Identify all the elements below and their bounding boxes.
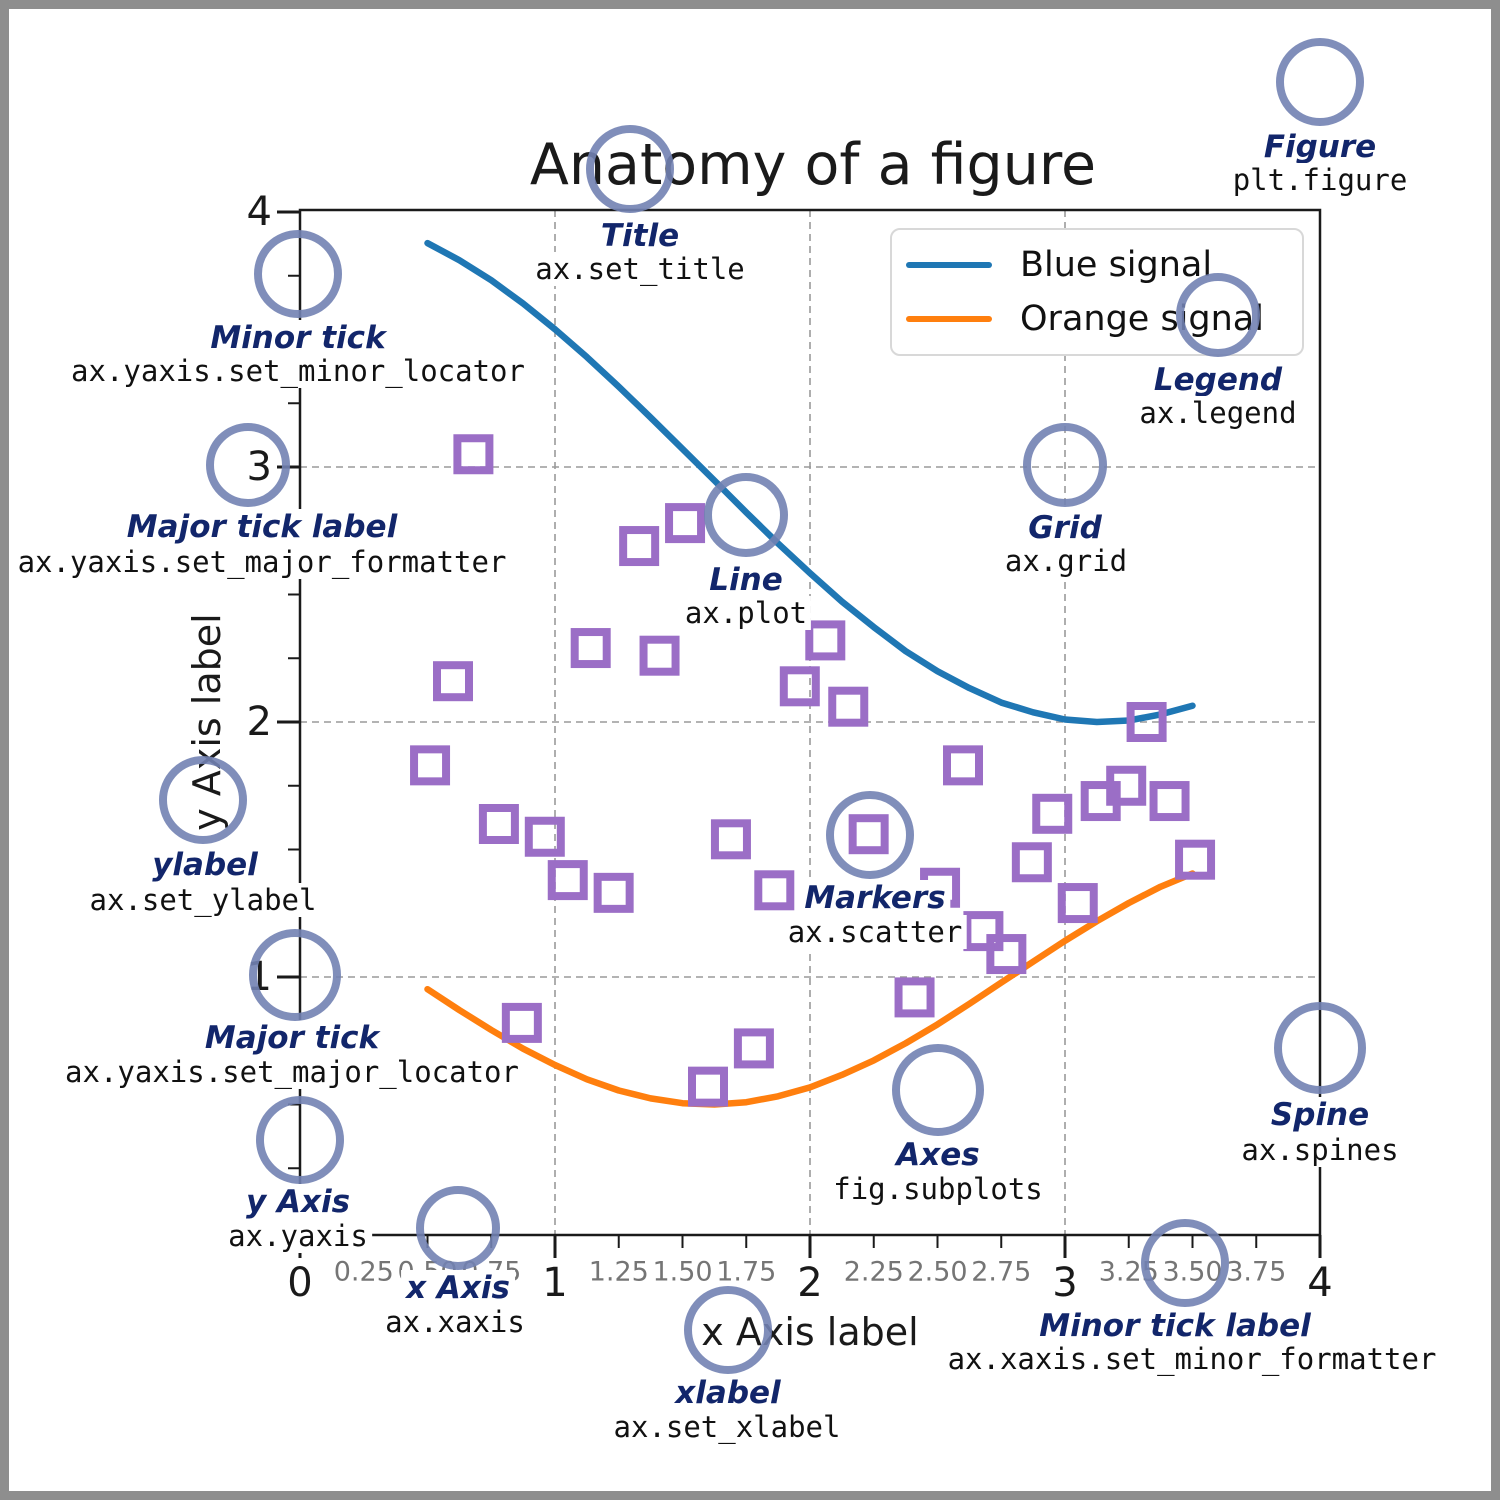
scatter-marker	[593, 872, 634, 913]
x-minor-tick-label: 2.50	[907, 1256, 968, 1288]
legend-label: Orange signal	[1020, 299, 1264, 340]
y-major-tick-label: 3	[246, 444, 272, 490]
orange-line-swatch	[906, 316, 992, 323]
legend-entry-blue: Blue signal	[892, 245, 1302, 285]
annotation-code-y-axis: ax.yaxis	[224, 1219, 372, 1253]
annotation-label-grid: Grid	[1023, 510, 1107, 546]
annotation-label-axes: Axes	[891, 1137, 985, 1173]
scatter-marker	[1126, 702, 1167, 742]
figure-title: Anatomy of a figure	[529, 132, 1097, 198]
annotation-label-minor-tick-label: Minor tick label	[1034, 1308, 1316, 1344]
scatter-marker	[665, 503, 706, 544]
annotation-code-grid: ax.grid	[1000, 544, 1132, 578]
scatter-marker	[410, 745, 451, 786]
series-line	[424, 870, 1196, 1108]
x-axis-label: x Axis label	[701, 1310, 919, 1354]
annotation-label-major-tick-label: Major tick label	[121, 509, 403, 545]
x-major-tick-label: 2	[797, 1260, 823, 1306]
x-minor-tick-label: 0.25	[333, 1256, 394, 1288]
scatter-marker	[478, 804, 519, 844]
scatter-marker	[779, 666, 820, 707]
scatter-marker	[894, 977, 935, 1018]
scatter-marker	[619, 526, 660, 567]
annotation-code-axes: fig.subplots	[829, 1172, 1047, 1206]
scatter-marker	[639, 635, 680, 676]
y-axis-label: y Axis label	[185, 613, 229, 831]
annotation-code-major-tick-label: ax.yaxis.set_major_formatter	[13, 545, 511, 579]
axes-spines	[298, 208, 1322, 1237]
scatter-marker	[986, 934, 1027, 975]
scatter-marker	[688, 1066, 728, 1107]
annotation-label-xlabel: xlabel	[670, 1375, 786, 1411]
legend-entry-orange: Orange signal	[892, 299, 1302, 339]
scatter-marker	[1011, 842, 1052, 883]
x-major-tick-label: 0	[287, 1260, 313, 1306]
scatter-marker	[524, 816, 565, 857]
annotation-label-major-tick: Major tick	[199, 1020, 385, 1056]
scatter-marker	[547, 860, 588, 901]
annotation-code-major-tick: ax.yaxis.set_major_locator	[61, 1055, 523, 1089]
legend-label: Blue signal	[1020, 244, 1213, 285]
annotation-code-minor-tick-label: ax.xaxis.set_minor_formatter	[943, 1342, 1441, 1376]
x-major-tick-label: 1	[542, 1260, 568, 1306]
x-minor-tick-label: 3.75	[1226, 1256, 1287, 1288]
annotation-label-minor-tick: Minor tick	[205, 320, 391, 356]
x-major-tick-label: 3	[1052, 1260, 1078, 1306]
scatter-marker	[1175, 839, 1216, 880]
x-minor-tick-label: 2.75	[971, 1256, 1032, 1288]
annotation-code-x-axis: ax.xaxis	[381, 1305, 529, 1339]
annotation-label-legend: Legend	[1148, 362, 1288, 398]
scatter-marker	[570, 628, 611, 669]
y-major-tick-label: 2	[246, 699, 272, 745]
x-minor-tick-label: 1.50	[652, 1256, 713, 1288]
x-major-tick-label: 4	[1307, 1260, 1333, 1306]
annotation-code-legend: ax.legend	[1135, 396, 1301, 430]
annotation-code-ylabel: ax.set_ylabel	[85, 883, 321, 917]
y-major-tick-label: 4	[246, 189, 272, 235]
scatter-marker	[453, 434, 494, 475]
scatter-marker	[501, 1002, 542, 1043]
legend-box: Blue signal Orange signal	[890, 228, 1304, 356]
scatter-marker	[433, 661, 473, 702]
scatter-marker	[805, 620, 846, 661]
annotation-label-line: Line	[704, 562, 788, 598]
series-line	[424, 239, 1196, 726]
annotation-code-xlabel: ax.set_xlabel	[609, 1410, 845, 1444]
annotation-label-ylabel: ylabel	[147, 847, 263, 883]
annotation-label-spine: Spine	[1265, 1097, 1375, 1133]
scatter-marker	[1032, 793, 1073, 834]
scatter-marker	[963, 911, 1004, 952]
blue-line-swatch	[906, 261, 992, 268]
annotation-code-spine: ax.spines	[1237, 1133, 1403, 1167]
x-minor-tick-label: 2.25	[843, 1256, 904, 1288]
scatter-marker	[1106, 765, 1147, 806]
annotation-code-minor-tick: ax.yaxis.set_minor_locator	[67, 354, 529, 388]
annotation-code-line: ax.plot	[680, 596, 812, 630]
annotation-code-title: ax.set_title	[531, 252, 749, 286]
scatter-marker	[1057, 883, 1098, 924]
y-major-tick-label: 1	[246, 954, 272, 1000]
scatter-marker	[754, 870, 795, 911]
scatter-marker	[1149, 781, 1190, 822]
x-minor-tick-label: 1.75	[716, 1256, 777, 1288]
x-minor-tick-label: 3.50	[1162, 1256, 1223, 1288]
scatter-marker	[828, 686, 869, 727]
annotation-code-markers: ax.scatter	[783, 915, 967, 949]
annotation-code-figure: plt.figure	[1228, 163, 1412, 197]
scatter-marker	[943, 745, 983, 786]
x-minor-tick-label: 3.25	[1098, 1256, 1159, 1288]
annotation-label-markers: Markers	[799, 880, 951, 916]
annotation-label-title: Title	[595, 218, 685, 254]
annotation-label-x-axis: x Axis	[401, 1270, 515, 1306]
scatter-marker	[733, 1028, 774, 1069]
annotation-label-y-axis: y Axis	[240, 1184, 356, 1220]
annotation-label-figure: Figure	[1258, 129, 1382, 165]
scatter-marker	[710, 819, 751, 860]
x-minor-tick-label: 1.25	[588, 1256, 649, 1288]
